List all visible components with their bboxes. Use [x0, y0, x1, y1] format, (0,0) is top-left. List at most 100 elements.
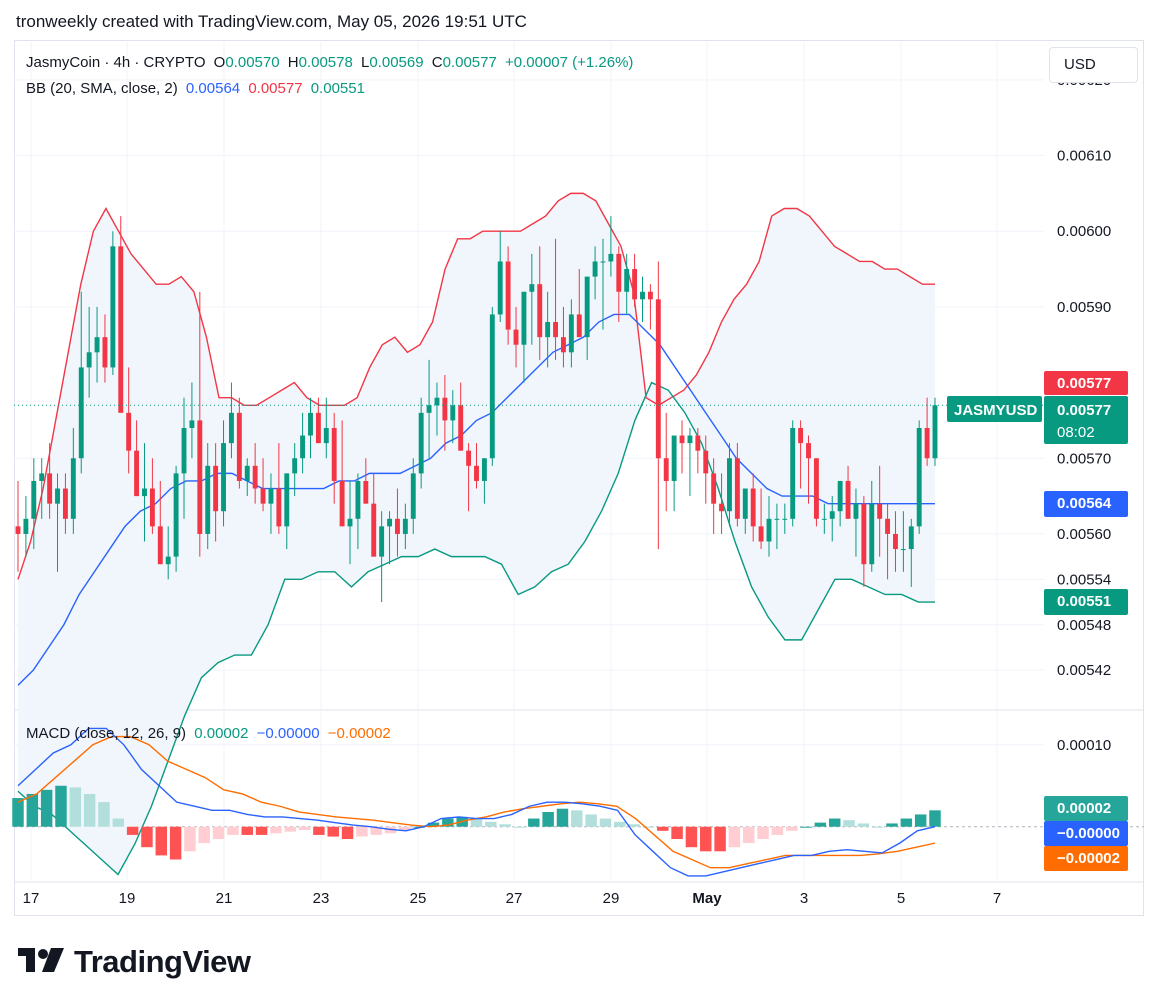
candle-body	[102, 337, 108, 368]
tradingview-wordmark: TradingView	[74, 944, 251, 979]
macd-histogram-bar	[599, 818, 612, 827]
candle-body	[284, 473, 290, 527]
legend-macd-line: −0.00000	[256, 725, 320, 742]
candle-body	[308, 412, 313, 436]
candle-body	[466, 450, 472, 466]
candle	[165, 526, 171, 580]
candle-body	[916, 427, 922, 527]
candle-body	[39, 473, 45, 481]
candle	[450, 390, 456, 444]
candle	[39, 458, 45, 519]
candle	[600, 238, 606, 330]
legend-high: H0.00578	[287, 54, 353, 71]
candle-body	[402, 518, 408, 534]
legend-bb-lower: 0.00551	[310, 80, 365, 97]
macd-histogram-bar	[743, 826, 755, 844]
candle	[584, 276, 590, 360]
basis-tag-text: 0.00564	[1057, 495, 1112, 512]
last-price-tag-bg	[1044, 396, 1128, 444]
last-price-tag-text: 0.00577	[1057, 402, 1111, 419]
candle	[276, 443, 282, 534]
candle-body	[442, 397, 448, 421]
candle	[149, 458, 155, 534]
candle-body	[719, 503, 725, 512]
lower-band-tag-text: 0.00551	[1057, 593, 1111, 610]
candle	[497, 231, 503, 323]
tradingview-logo: TradingView	[18, 944, 251, 980]
candle	[434, 382, 440, 436]
candle-body	[347, 518, 353, 527]
candle	[23, 496, 29, 557]
time-tick-label: 21	[216, 890, 233, 907]
candle	[885, 503, 891, 580]
candle-body	[790, 427, 796, 519]
legend-macd-signal: −0.00002	[327, 725, 391, 742]
macd-histogram-bar	[270, 826, 282, 834]
macd-histogram-bar	[198, 826, 210, 844]
legend-bb-name: BB (20, SMA, close, 2)	[26, 80, 178, 97]
macd-histogram-bar	[628, 824, 640, 827]
candle	[521, 291, 527, 383]
candle-body	[893, 533, 898, 550]
candle	[813, 458, 819, 527]
candle	[110, 231, 116, 375]
candle-body	[750, 488, 756, 527]
macd-histogram-bar	[585, 814, 597, 827]
candle	[94, 306, 100, 383]
candle	[845, 465, 851, 519]
candle-body	[55, 488, 60, 504]
candle-body	[553, 322, 559, 338]
candle-body	[869, 503, 875, 565]
candle	[869, 480, 875, 572]
candle	[568, 299, 574, 368]
macd-histogram-bar	[241, 826, 253, 835]
candle	[632, 253, 638, 307]
candle-body	[513, 329, 519, 345]
macd-histogram-bar	[313, 826, 325, 835]
candle-body	[861, 503, 867, 565]
candle-body	[379, 526, 385, 557]
candle	[766, 496, 772, 557]
bb-lower-line	[17, 381, 935, 876]
macd-histogram-bar	[40, 789, 53, 827]
candle-body	[23, 518, 29, 534]
candle-body	[537, 284, 543, 338]
macd-hist-tag-text: 0.00002	[1057, 800, 1111, 817]
macd-histogram-bar	[886, 823, 898, 827]
candle-body	[355, 480, 361, 519]
candle-body	[418, 412, 424, 474]
upper-band-tag-text: 0.00577	[1057, 375, 1111, 392]
countdown-tag-text: 08:02	[1057, 424, 1095, 441]
candle	[790, 420, 796, 527]
candle-body	[584, 276, 590, 338]
candle-body	[679, 435, 685, 444]
legend-bb: BB (20, SMA, close, 2) 0.00564 0.00577 0…	[26, 80, 369, 97]
candle-body	[339, 480, 345, 527]
candle	[292, 443, 298, 497]
candle-body	[853, 503, 859, 519]
candle	[758, 488, 764, 550]
candle	[102, 314, 108, 383]
macd-histogram-bar	[141, 826, 153, 848]
candle-body	[142, 488, 147, 497]
candle	[363, 458, 369, 504]
candle-body	[118, 246, 124, 413]
candle	[442, 375, 448, 451]
candle	[561, 306, 566, 368]
header-attribution: tronweekly created with TradingView.com,…	[16, 12, 527, 31]
candle-body	[837, 480, 843, 512]
macd-histogram-bar	[843, 820, 855, 827]
candle-body	[782, 518, 788, 520]
currency-button[interactable]: USD	[1049, 47, 1138, 83]
time-tick-label: 5	[897, 890, 905, 907]
price-tick-label: 0.00590	[1057, 299, 1111, 316]
candle-body	[458, 405, 464, 451]
candle-body	[410, 473, 416, 519]
candle	[837, 480, 843, 527]
candle-body	[703, 450, 709, 474]
candle	[513, 306, 519, 368]
symbol-tag: JASMYUSD	[947, 396, 1042, 422]
candle-body	[323, 427, 329, 444]
candle	[70, 427, 76, 534]
